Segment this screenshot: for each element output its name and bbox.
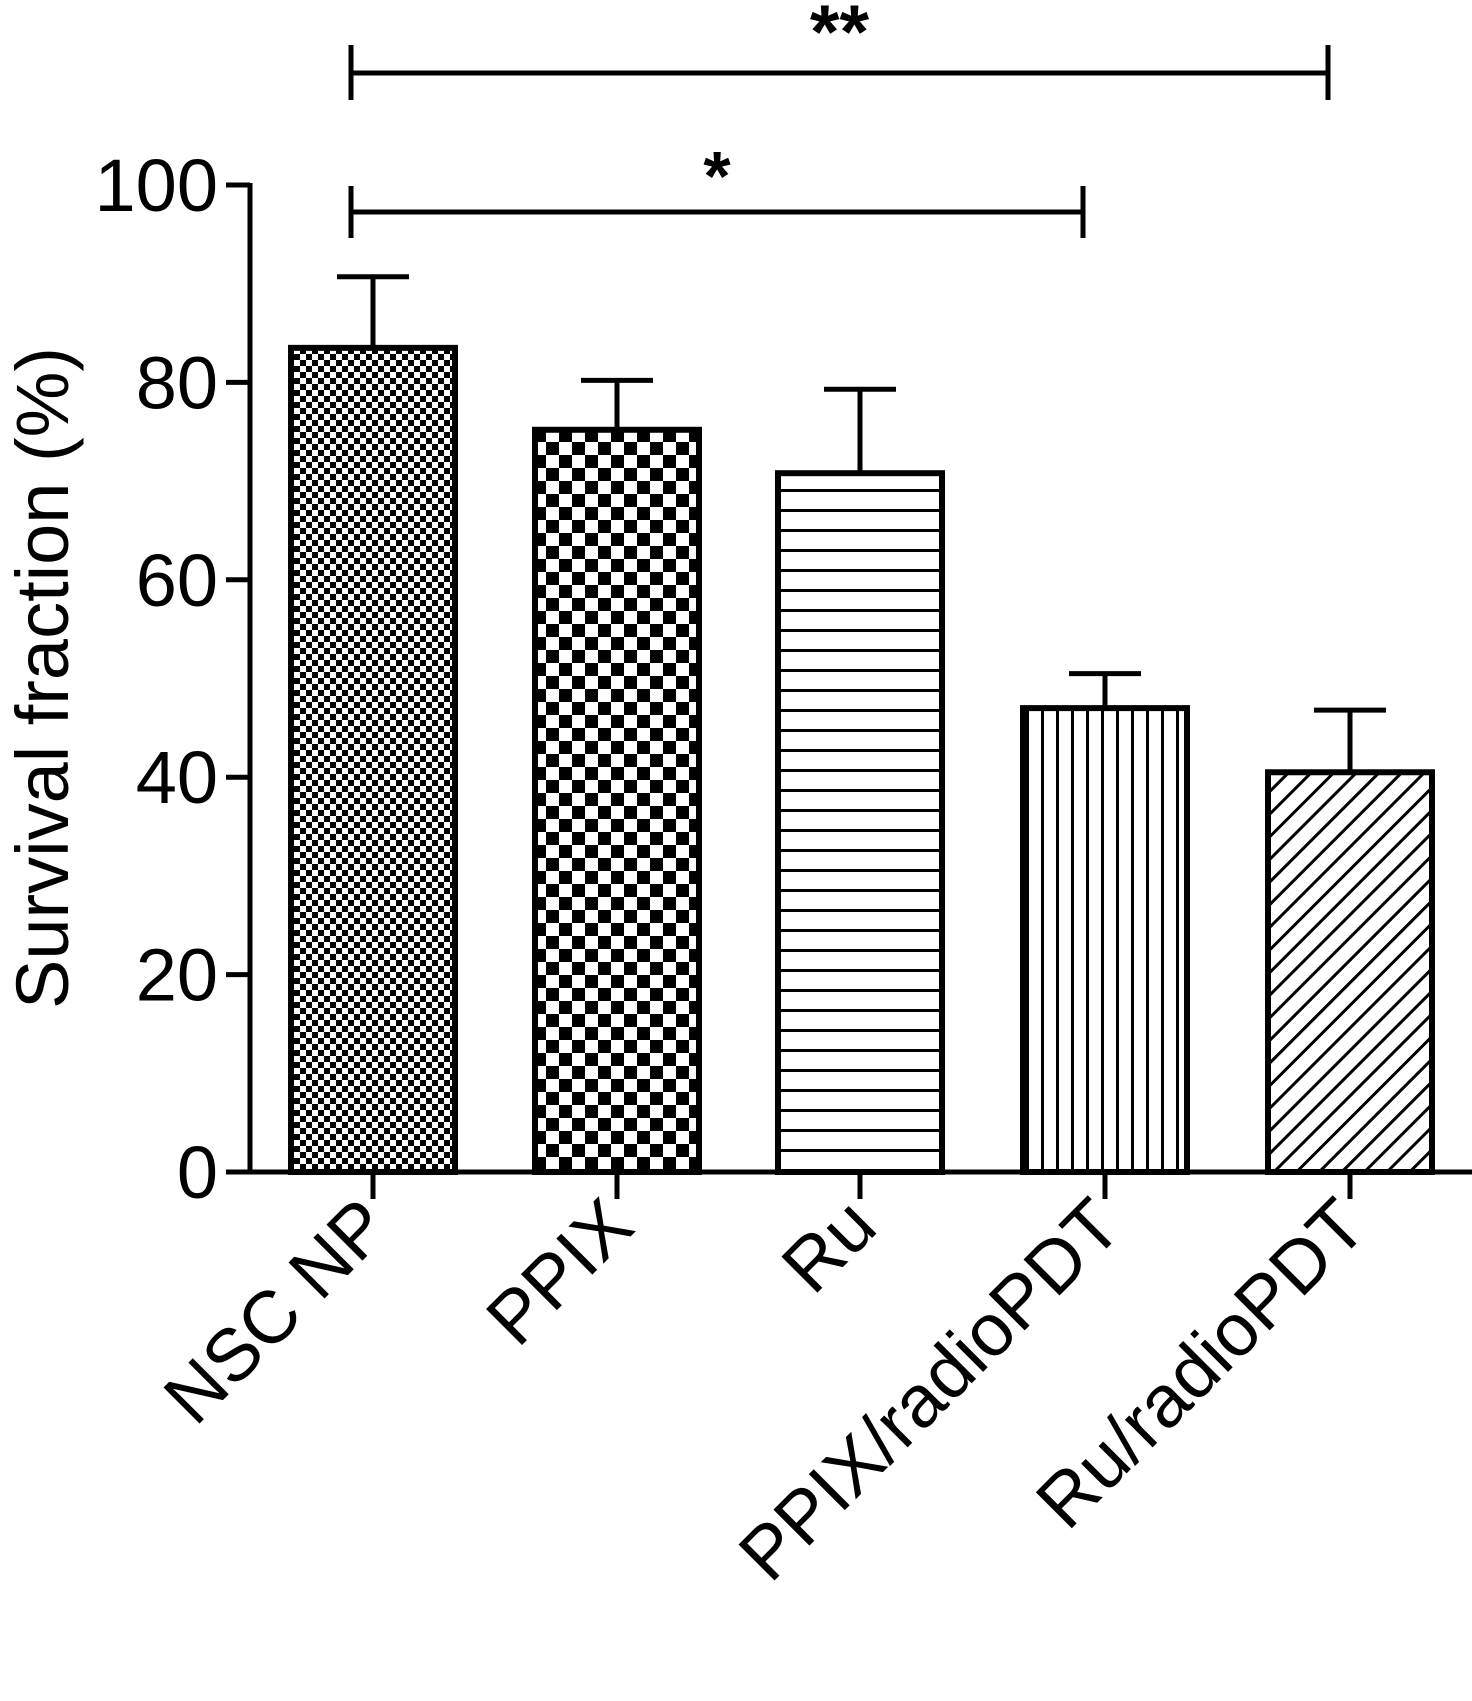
bar-3: [1020, 705, 1190, 1175]
y-axis-label: Survival fraction (%): [1, 347, 84, 1009]
y-tick-label-3: 60: [136, 539, 218, 622]
bar-2: [775, 470, 945, 1176]
significance-label-1: *: [703, 137, 731, 215]
bar-4: [1265, 769, 1435, 1175]
x-tick-label-1: PPIX: [470, 1183, 648, 1361]
y-tick-label-4: 80: [136, 341, 218, 424]
significance-label-0: **: [810, 0, 870, 75]
y-tick-label-0: 0: [177, 1131, 218, 1214]
y-tick-label-1: 20: [136, 934, 218, 1017]
bar-1: [532, 426, 702, 1175]
x-tick-label-0: NSC NP: [148, 1183, 404, 1439]
y-tick-label-2: 40: [136, 736, 218, 819]
y-tick-label-5: 100: [95, 144, 218, 227]
x-tick-label-2: Ru: [766, 1183, 892, 1309]
bar-0: [288, 344, 458, 1176]
